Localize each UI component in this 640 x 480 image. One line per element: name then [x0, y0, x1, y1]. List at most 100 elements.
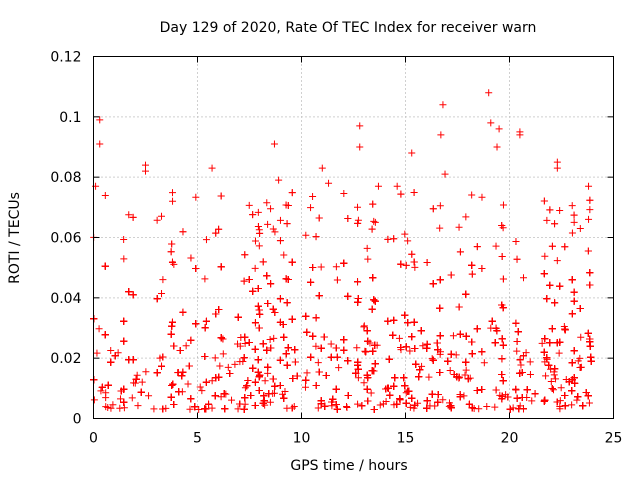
- data-point: [332, 385, 340, 393]
- data-point: [134, 402, 142, 410]
- data-point: [397, 344, 405, 352]
- data-point: [168, 318, 176, 326]
- data-point: [170, 401, 178, 409]
- data-point: [327, 353, 335, 361]
- data-point: [517, 361, 525, 369]
- data-point: [255, 373, 263, 381]
- data-point: [333, 405, 341, 413]
- data-point: [367, 389, 375, 397]
- data-point: [132, 375, 140, 383]
- data-point: [561, 402, 569, 410]
- data-point: [244, 376, 252, 384]
- data-point: [447, 402, 455, 410]
- data-point: [107, 404, 115, 412]
- data-point: [236, 342, 244, 350]
- data-points: [90, 89, 595, 413]
- data-point: [208, 404, 216, 412]
- data-point: [201, 405, 209, 413]
- data-point: [436, 369, 444, 377]
- data-point: [543, 354, 551, 362]
- data-point: [464, 375, 472, 383]
- data-point: [138, 378, 146, 386]
- data-point: [116, 395, 124, 403]
- data-point: [241, 340, 249, 348]
- data-point: [191, 403, 199, 411]
- data-point: [352, 369, 360, 377]
- data-point: [509, 404, 517, 412]
- data-point: [396, 396, 404, 404]
- data-point: [185, 362, 193, 370]
- data-point: [541, 358, 549, 366]
- data-point: [231, 360, 239, 368]
- data-point: [249, 364, 257, 372]
- data-point: [461, 371, 469, 379]
- data-point: [150, 405, 158, 413]
- data-point: [145, 392, 153, 400]
- data-point: [186, 405, 194, 413]
- data-point: [360, 379, 368, 387]
- data-point: [137, 388, 145, 396]
- data-point: [363, 385, 371, 393]
- data-point: [576, 364, 584, 372]
- data-point: [280, 394, 288, 402]
- data-point: [312, 382, 320, 390]
- data-point: [506, 405, 514, 413]
- data-point: [540, 348, 548, 356]
- data-point: [264, 363, 272, 371]
- data-point: [176, 347, 184, 355]
- data-point: [98, 383, 106, 391]
- data-point: [131, 379, 139, 387]
- data-point: [283, 361, 291, 369]
- data-point: [104, 404, 112, 412]
- data-point: [169, 380, 177, 388]
- data-point: [551, 365, 559, 373]
- data-point: [278, 390, 286, 398]
- data-point: [302, 376, 310, 384]
- data-point: [396, 395, 404, 403]
- data-point: [215, 373, 223, 381]
- data-point: [314, 359, 322, 367]
- data-point: [195, 405, 203, 413]
- data-point: [370, 367, 378, 375]
- data-point: [354, 365, 362, 373]
- data-point: [260, 392, 268, 400]
- data-point: [251, 401, 259, 409]
- data-point: [335, 364, 343, 372]
- data-point: [243, 382, 251, 390]
- data-point: [462, 332, 470, 340]
- data-point: [423, 397, 431, 405]
- data-point: [358, 402, 366, 410]
- data-point: [364, 397, 372, 405]
- data-point: [371, 360, 379, 368]
- data-point: [491, 339, 499, 347]
- data-point: [553, 398, 561, 406]
- data-point: [498, 395, 506, 403]
- data-point: [288, 404, 296, 412]
- data-point: [271, 389, 279, 397]
- data-point: [410, 404, 418, 412]
- data-point: [550, 371, 558, 379]
- data-point: [561, 391, 569, 399]
- data-point: [102, 389, 110, 397]
- data-point: [276, 382, 284, 390]
- data-point: [120, 404, 128, 412]
- data-point: [499, 341, 507, 349]
- data-point: [309, 332, 317, 340]
- data-point: [462, 358, 470, 366]
- data-point: [107, 358, 115, 366]
- data-point: [492, 386, 500, 394]
- data-point: [205, 400, 213, 408]
- data-point: [303, 328, 311, 336]
- data-point: [254, 368, 262, 376]
- data-point: [425, 373, 433, 381]
- data-point: [395, 334, 403, 342]
- data-point: [125, 356, 133, 364]
- data-point: [538, 339, 546, 347]
- data-point: [586, 342, 594, 350]
- data-point: [568, 359, 576, 367]
- data-point: [499, 377, 507, 385]
- data-point: [465, 400, 473, 408]
- data-point: [540, 397, 548, 405]
- data-point: [364, 374, 372, 382]
